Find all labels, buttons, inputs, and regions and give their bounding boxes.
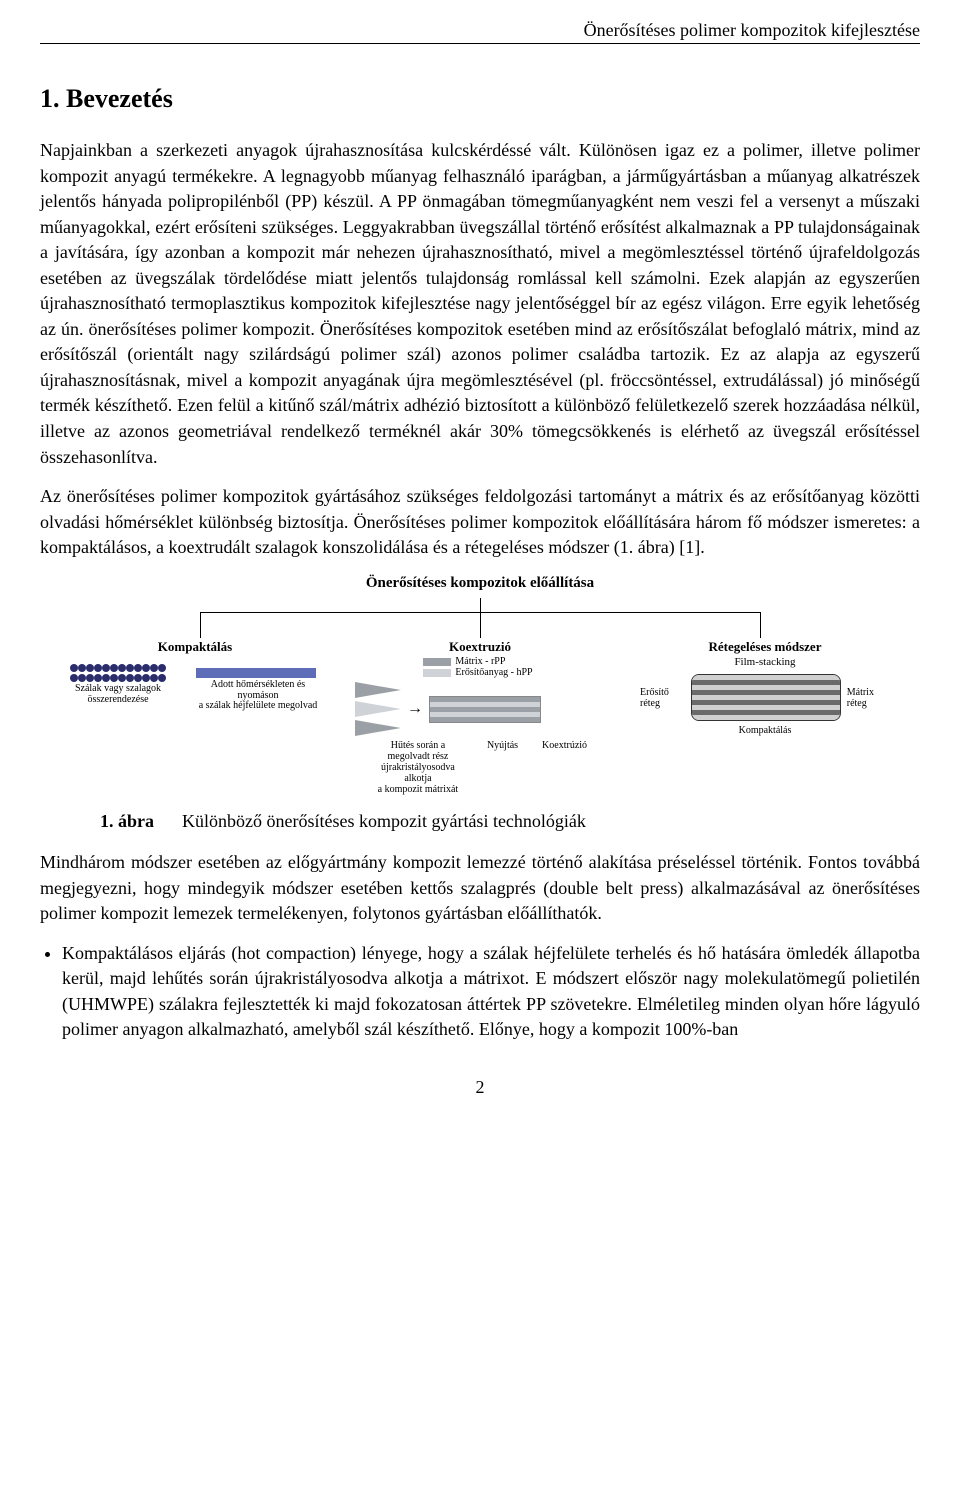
- legend-swatch: [423, 669, 451, 677]
- figure-tree-connectors: [80, 598, 880, 640]
- branch-head: Rétegeléses módszer: [640, 640, 890, 654]
- section-heading: 1. Bevezetés: [40, 84, 920, 114]
- running-head: Önerősítéses polimer kompozitok kifejles…: [40, 20, 920, 44]
- diagram-below-labels: Kompaktálás: [640, 725, 890, 736]
- branch-head: Koextruzió: [355, 640, 605, 654]
- figure-caption-number: 1. ábra: [100, 811, 154, 832]
- stack-left-label: Erősítő réteg: [640, 687, 685, 709]
- bullet-list: Kompaktálásos eljárás (hot compaction) l…: [62, 941, 920, 1043]
- bullet-item: Kompaktálásos eljárás (hot compaction) l…: [62, 941, 920, 1043]
- arrow-icon: →: [407, 701, 423, 717]
- body-paragraph: Napjainkban a szerkezeti anyagok újrahas…: [40, 138, 920, 470]
- legend-label: Erősítőanyag - hPP: [455, 667, 536, 678]
- figure-branch-kompaktalas: Kompaktálás Szálak vagy szalagok összere…: [70, 640, 320, 795]
- page-number: 2: [40, 1077, 920, 1098]
- figure-caption: 1. ábra Különböző önerősítéses kompozit …: [100, 811, 920, 832]
- diagram-caption: Szálak vagy szalagok összerendezése: [70, 684, 166, 705]
- body-paragraph: Az önerősítéses polimer kompozitok gyárt…: [40, 484, 920, 561]
- figure-caption-text: Különböző önerősítéses kompozit gyártási…: [182, 811, 586, 832]
- diagram-caption: Adott hőmérsékleten és nyomáson a szálak…: [196, 680, 320, 712]
- figure-title: Önerősítéses kompozitok előállítása: [40, 575, 920, 592]
- diagram-below-labels: Hűtés során a megolvadt rész újrakristál…: [355, 740, 605, 795]
- figure-1: Önerősítéses kompozitok előállítása Komp…: [40, 575, 920, 832]
- legend-label: Mátrix - rPP: [455, 656, 536, 667]
- compact-dots-icon: [70, 664, 166, 682]
- branch-head: Kompaktálás: [70, 640, 320, 654]
- legend: Mátrix - rPP Erősítőanyag - hPP: [423, 656, 536, 678]
- figure-branch-koextruzio: Koextruzió Mátrix - rPP Erősítőanyag - h…: [355, 640, 605, 795]
- coex-diagram: →: [355, 682, 605, 736]
- film-stack-icon: [691, 674, 841, 721]
- body-paragraph: Mindhárom módszer esetében az előgyártmá…: [40, 850, 920, 927]
- coex-sheet-icon: [429, 696, 541, 723]
- stack-right-label: Mátrix réteg: [847, 687, 890, 709]
- legend-swatch: [423, 658, 451, 666]
- compact-fill-icon: [196, 668, 316, 678]
- branch-subhead: Film-stacking: [640, 656, 890, 668]
- figure-branch-retegeleses: Rétegeléses módszer Film-stacking Erősít…: [640, 640, 890, 795]
